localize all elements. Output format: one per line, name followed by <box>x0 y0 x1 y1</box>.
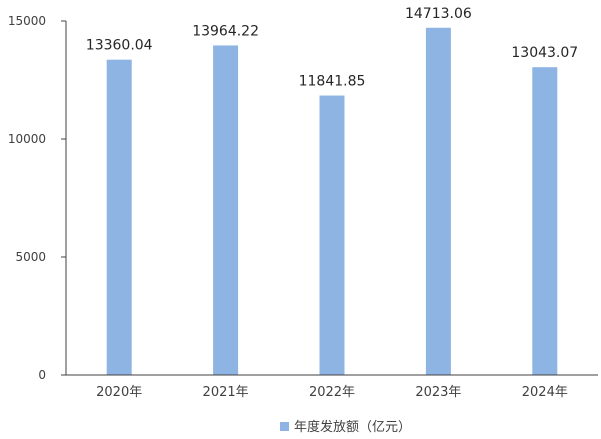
legend: 年度发放额（亿元） <box>280 419 411 435</box>
x-tick-label: 2022年 <box>309 385 355 400</box>
bar <box>532 67 558 376</box>
data-label: 11841.85 <box>299 74 366 90</box>
y-tick-label: 10000 <box>8 132 46 146</box>
bar <box>425 27 451 375</box>
y-tick-label: 0 <box>38 368 46 382</box>
data-labels: 13360.04 13964.22 11841.85 14713.06 13043.07 <box>86 6 578 90</box>
x-tick-label: 2021年 <box>203 385 249 400</box>
data-label: 13043.07 <box>511 45 578 61</box>
data-label: 13964.22 <box>192 23 259 39</box>
y-axis-ticks: 0 5000 10000 15000 <box>8 14 66 382</box>
bars <box>106 27 558 376</box>
bar <box>106 59 132 375</box>
data-label: 14713.06 <box>405 6 472 22</box>
legend-swatch <box>280 422 289 431</box>
x-tick-label: 2023年 <box>415 385 461 400</box>
x-tick-label: 2020年 <box>96 385 142 400</box>
data-label: 13360.04 <box>86 38 153 54</box>
legend-label: 年度发放额（亿元） <box>294 419 411 435</box>
x-axis-ticks: 2020年 2021年 2022年 2023年 2024年 <box>96 385 568 400</box>
y-tick-label: 15000 <box>8 14 46 28</box>
y-tick-label: 5000 <box>15 250 46 264</box>
bar <box>213 45 239 376</box>
x-tick-label: 2024年 <box>522 385 568 400</box>
bar <box>319 95 345 375</box>
